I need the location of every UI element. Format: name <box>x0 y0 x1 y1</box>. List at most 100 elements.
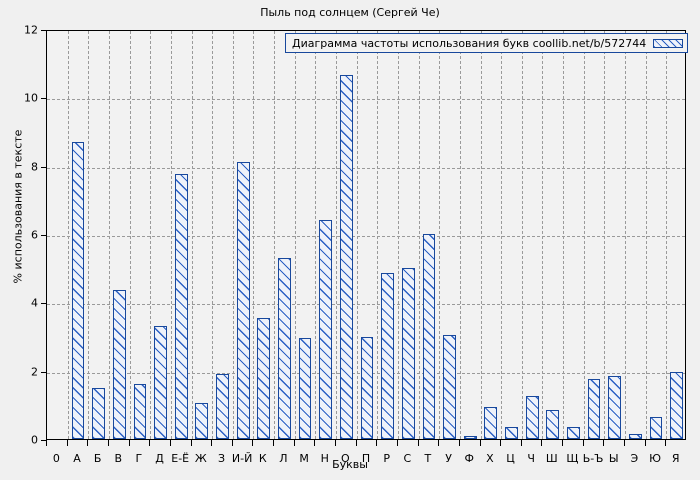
x-axis-tick-label: Д <box>155 452 164 465</box>
x-axis-tick-label: З <box>217 452 225 465</box>
gridline-vertical <box>150 31 152 439</box>
gridline-horizontal <box>47 236 685 237</box>
y-axis-tick-mark <box>41 371 46 373</box>
x-axis-tick-label: Ю <box>649 452 661 465</box>
x-axis-title: Буквы <box>332 458 368 471</box>
bar <box>484 406 498 439</box>
x-axis-tick-label: Ы <box>608 452 619 465</box>
gridline-vertical <box>418 31 420 439</box>
x-axis-tick-mark <box>624 440 626 446</box>
bar <box>195 403 209 439</box>
gridline-vertical <box>315 31 317 439</box>
x-axis-tick-mark <box>335 440 337 446</box>
gridline-vertical <box>542 31 544 439</box>
x-axis-tick-mark <box>211 440 213 446</box>
bar <box>133 384 147 439</box>
bar <box>216 374 229 439</box>
gridline-horizontal <box>47 167 685 169</box>
bar <box>278 257 291 439</box>
x-axis-tick-mark <box>603 440 605 446</box>
x-axis-tick-mark <box>169 440 171 446</box>
x-axis-tick-label: Н <box>320 452 329 465</box>
x-axis-tick-label: Т <box>424 452 432 465</box>
x-axis-tick-label: В <box>114 452 123 465</box>
gridline-vertical <box>625 31 627 439</box>
x-axis-tick-label: А <box>73 452 81 465</box>
bar <box>628 433 642 439</box>
y-axis-tick-label: 12 <box>24 23 38 37</box>
bar <box>381 273 395 439</box>
x-axis-tick-label: О <box>341 452 350 465</box>
x-axis-tick-label: Щ <box>566 452 579 465</box>
x-axis-tick-mark <box>273 440 275 446</box>
x-axis-tick-label: Э <box>630 452 639 465</box>
bar <box>546 409 560 439</box>
gridline-vertical <box>129 31 131 439</box>
page-title: Пыль под солнцем (Сергей Че) <box>260 6 440 19</box>
x-axis-tick-label: Л <box>279 452 288 465</box>
x-axis-tick-label: Ц <box>506 452 515 465</box>
gridline-vertical <box>356 31 358 439</box>
y-axis-tick-label: 0 <box>31 433 38 447</box>
gridline-vertical <box>459 31 461 439</box>
x-axis-tick-label: Р <box>383 452 390 465</box>
gridline-vertical <box>563 31 565 439</box>
x-axis-tick-mark <box>231 440 233 446</box>
x-axis-tick-label: Б <box>93 452 102 465</box>
x-axis-tick-mark <box>582 440 584 446</box>
x-axis: 0 А Б В Г Д Е-Ё Ж З И-Й К Л М Н О П Р С Т У Ф Х Ц Ч Ш Щ Ь-Ъ Ы Э Ю Я <box>0 440 700 480</box>
gridline-vertical <box>170 31 172 439</box>
x-axis-tick-label: У <box>445 452 452 465</box>
gridline-vertical <box>377 31 379 439</box>
gridline-vertical <box>88 31 90 439</box>
x-axis-tick-mark <box>541 440 543 446</box>
x-axis-tick-mark <box>417 440 419 446</box>
y-axis-tick-mark <box>41 30 46 31</box>
y-axis-tick-label: 8 <box>31 160 38 174</box>
x-axis-tick-mark <box>479 440 481 446</box>
bar <box>670 372 684 439</box>
bar <box>567 427 580 439</box>
legend: Диаграмма частоты использования букв coo… <box>285 33 689 53</box>
x-axis-tick-label: И-Й <box>231 452 253 465</box>
bar <box>298 338 312 439</box>
gridline-vertical <box>583 31 585 439</box>
x-axis-tick-label: Я <box>671 452 680 465</box>
x-axis-tick-mark <box>66 440 68 446</box>
bar <box>649 416 663 439</box>
bar <box>236 162 250 439</box>
legend-label: Диаграмма частоты использования букв coo… <box>292 36 647 50</box>
x-axis-tick-label: Г <box>135 452 143 465</box>
y-axis-tick-label: 4 <box>31 296 38 310</box>
gridline-vertical <box>274 31 276 439</box>
bar <box>608 375 622 439</box>
bar <box>401 268 415 439</box>
bar <box>339 75 353 439</box>
x-axis-tick-label: Ф <box>464 452 474 465</box>
bar <box>71 141 85 439</box>
bar <box>154 326 167 439</box>
bar <box>525 396 539 439</box>
bar <box>319 220 333 439</box>
bar <box>360 336 374 439</box>
gridline-vertical <box>480 31 482 439</box>
x-axis-tick-mark <box>87 440 89 446</box>
x-axis-tick-label: Х <box>486 452 494 465</box>
x-axis-tick-mark <box>665 440 667 446</box>
gridline-vertical <box>191 31 193 439</box>
x-axis-tick-mark <box>190 440 192 446</box>
gridline-vertical <box>294 31 296 439</box>
plot-area <box>46 30 686 440</box>
x-axis-tick-mark <box>458 440 460 446</box>
bar <box>463 435 477 439</box>
gridlines <box>47 31 685 439</box>
bar <box>443 334 456 439</box>
y-axis-tick-mark <box>41 440 46 441</box>
y-axis-tick-mark <box>41 166 46 168</box>
y-axis: % использования в тексте 0 2 4 6 8 10 12 <box>0 0 46 480</box>
gridline-vertical <box>439 31 441 439</box>
x-axis-tick-mark <box>107 440 109 446</box>
x-axis-tick-mark <box>520 440 522 446</box>
gridline-horizontal <box>47 304 685 306</box>
x-axis-tick-label: Ь-Ъ <box>582 452 604 465</box>
